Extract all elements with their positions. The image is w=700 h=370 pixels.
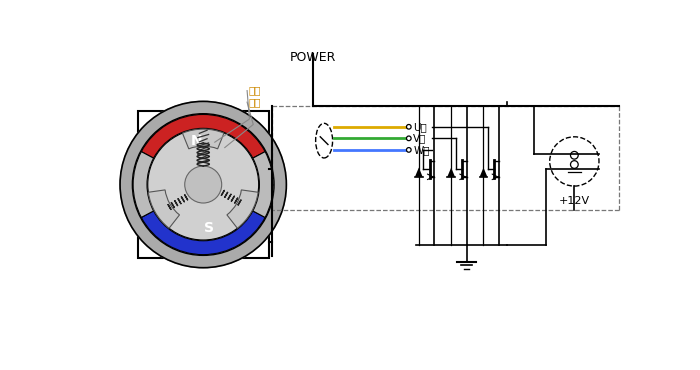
Text: U相: U相 <box>414 122 427 132</box>
Wedge shape <box>183 129 224 149</box>
Text: 转子: 转子 <box>248 85 261 95</box>
Polygon shape <box>447 168 455 177</box>
Text: N: N <box>191 134 203 148</box>
Text: 定子: 定子 <box>248 97 261 107</box>
Circle shape <box>407 148 411 152</box>
Circle shape <box>407 124 411 129</box>
Wedge shape <box>227 190 258 228</box>
Text: V相: V相 <box>414 133 427 143</box>
Circle shape <box>185 166 222 203</box>
Wedge shape <box>141 114 265 158</box>
Wedge shape <box>148 190 179 228</box>
Text: POWER: POWER <box>289 51 336 64</box>
Polygon shape <box>415 168 423 177</box>
Text: S: S <box>204 221 214 235</box>
Bar <box>138 111 269 258</box>
Text: +12V: +12V <box>559 196 590 206</box>
Text: W相: W相 <box>414 145 430 155</box>
Circle shape <box>407 136 411 141</box>
Wedge shape <box>141 211 265 255</box>
Wedge shape <box>133 152 153 218</box>
Circle shape <box>148 129 258 240</box>
Polygon shape <box>480 168 487 177</box>
Wedge shape <box>253 152 273 218</box>
